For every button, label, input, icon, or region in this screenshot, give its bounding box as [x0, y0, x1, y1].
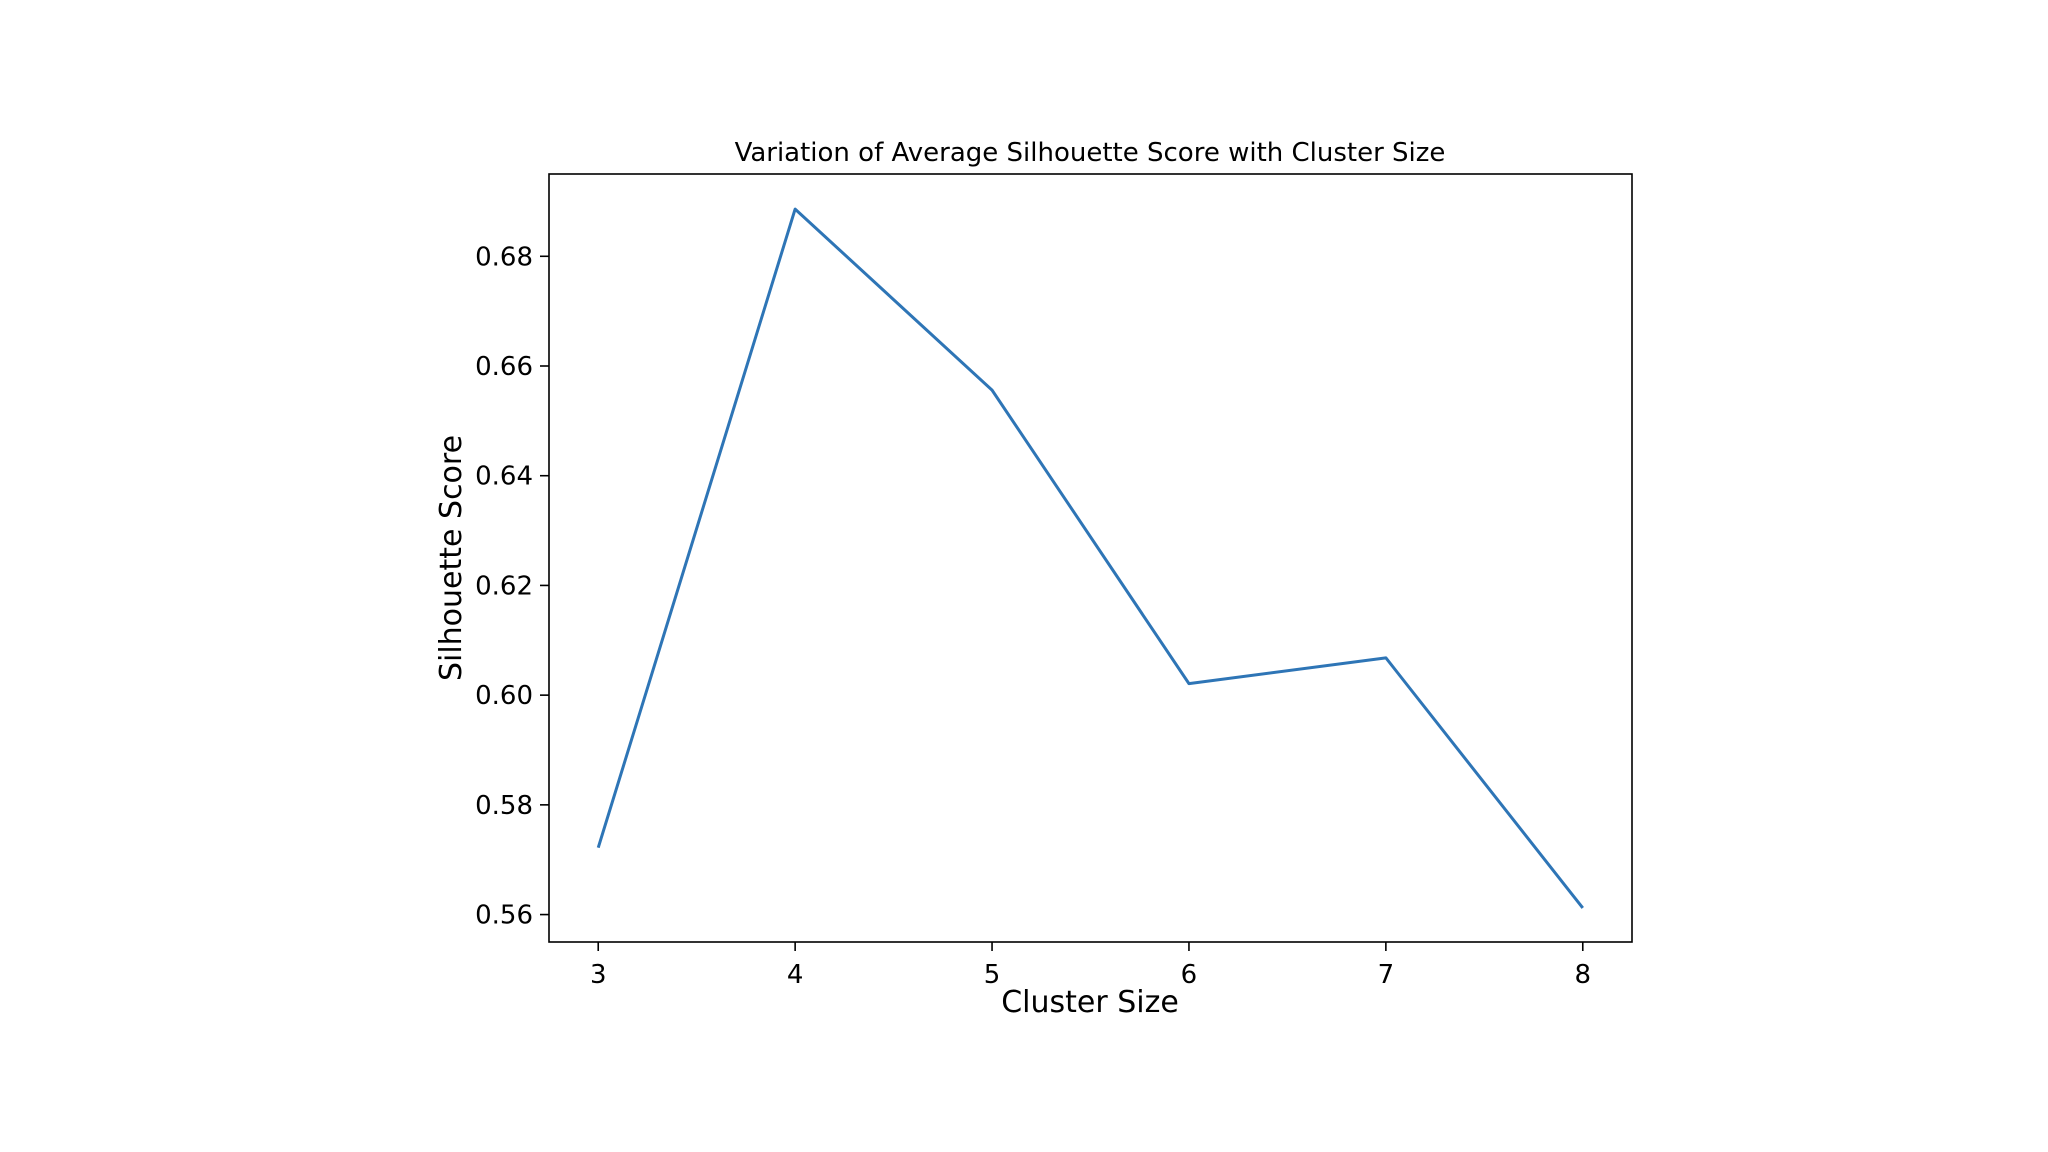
chart-title: Variation of Average Silhouette Score wi…	[735, 138, 1446, 168]
x-tick-label: 3	[590, 960, 607, 990]
y-tick-label: 0.64	[475, 462, 533, 492]
x-tick-label: 7	[1378, 960, 1395, 990]
y-axis-ticks: 0.56 0.58 0.60 0.62 0.64 0.66 0.68	[475, 242, 549, 931]
y-tick-label: 0.62	[475, 571, 533, 601]
plot-area-frame	[548, 173, 1633, 943]
x-tick-label: 8	[1574, 960, 1591, 990]
y-tick-label: 0.58	[475, 791, 533, 821]
x-axis-label: Cluster Size	[1001, 985, 1179, 1020]
y-axis-label: Silhouette Score	[434, 435, 469, 681]
y-tick-label: 0.66	[475, 352, 533, 382]
x-tick-label: 4	[787, 960, 804, 990]
x-tick-label: 5	[984, 960, 1001, 990]
y-tick-label: 0.60	[475, 681, 533, 711]
series-layer	[596, 207, 1584, 909]
y-tick-label: 0.68	[475, 242, 533, 272]
x-tick-label: 6	[1181, 960, 1198, 990]
x-axis-ticks: 3 4 5 6 7 8	[590, 942, 1591, 990]
y-tick-label: 0.56	[475, 901, 533, 931]
series-line	[596, 207, 1584, 909]
